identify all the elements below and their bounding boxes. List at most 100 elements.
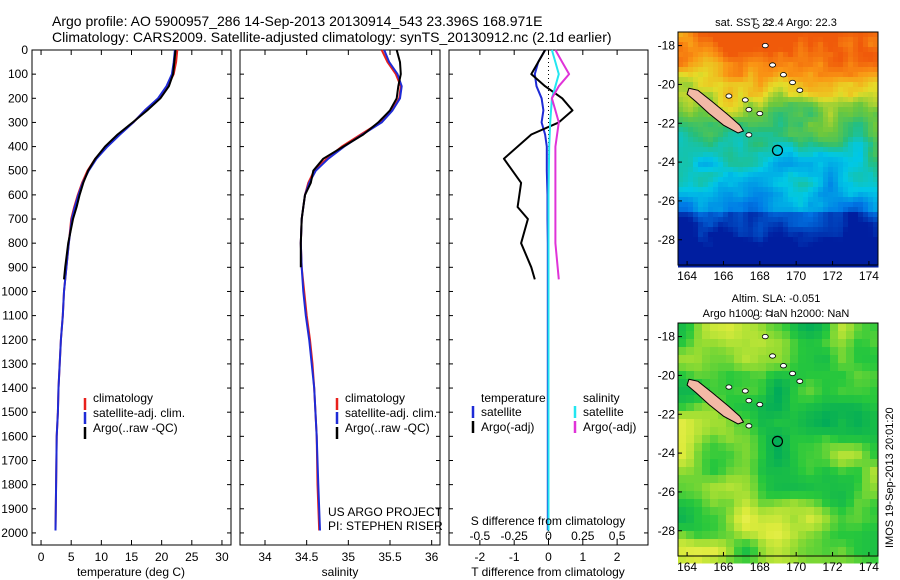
- map-cell: [788, 202, 794, 208]
- map-cell: [718, 72, 724, 78]
- map-cell: [768, 72, 774, 78]
- map-cell: [683, 247, 689, 253]
- map-cell: [873, 87, 879, 93]
- map-cell: [798, 207, 804, 213]
- map-cell: [702, 539, 711, 548]
- map-cell: [873, 97, 879, 103]
- map-cell: [846, 539, 855, 548]
- map-cell: [870, 403, 879, 412]
- map-cell: [738, 72, 744, 78]
- map-cell: [678, 87, 684, 93]
- map-cell: [728, 167, 734, 173]
- map-cell: [853, 237, 859, 243]
- map-cell: [843, 137, 849, 143]
- map-cell: [738, 62, 744, 68]
- map-cell: [870, 395, 879, 404]
- map-cell: [863, 132, 869, 138]
- map-cell: [693, 227, 699, 233]
- map-cell: [783, 117, 789, 123]
- map-cell: [843, 207, 849, 213]
- map-cell: [686, 355, 695, 364]
- map-cell: [773, 182, 779, 188]
- map-cell: [788, 217, 794, 223]
- x-tick-label: 35.5: [378, 550, 402, 564]
- map-cell: [838, 242, 844, 248]
- map-cell: [823, 187, 829, 193]
- map-cell: [853, 72, 859, 78]
- map-cell: [778, 67, 784, 73]
- map-cell: [743, 217, 749, 223]
- map-cell: [678, 491, 687, 500]
- map-cell: [742, 451, 751, 460]
- map-cell: [683, 142, 689, 148]
- map-cell: [790, 395, 799, 404]
- map-cell: [748, 112, 754, 118]
- map-cell: [718, 257, 724, 263]
- map-cell: [713, 32, 719, 38]
- map-cell: [694, 515, 703, 524]
- map-cell: [863, 212, 869, 218]
- map-cell: [742, 435, 751, 444]
- map-cell: [843, 232, 849, 238]
- map-cell: [868, 152, 874, 158]
- map-cell: [742, 547, 751, 556]
- map-cell: [828, 92, 834, 98]
- map-cell: [710, 347, 719, 356]
- map-cell: [733, 167, 739, 173]
- map-cell: [783, 77, 789, 83]
- map-cell: [828, 212, 834, 218]
- map-cell: [703, 47, 709, 53]
- map-cell: [774, 419, 783, 428]
- map-cell: [733, 32, 739, 38]
- map-cell: [863, 117, 869, 123]
- map-cell: [843, 222, 849, 228]
- map-cell: [790, 379, 799, 388]
- map-cell: [733, 192, 739, 198]
- map-cell: [853, 52, 859, 58]
- map-cell: [790, 331, 799, 340]
- map-cell: [703, 237, 709, 243]
- map-cell: [748, 197, 754, 203]
- map-cell: [686, 323, 695, 332]
- map-cell: [758, 37, 764, 43]
- legend-label-climatology: climatology: [93, 391, 153, 405]
- map-cell: [858, 97, 864, 103]
- map-cell: [818, 87, 824, 93]
- map-cell: [710, 323, 719, 332]
- map-cell: [768, 37, 774, 43]
- map-cell: [822, 339, 831, 348]
- map-cell: [793, 182, 799, 188]
- map-cell: [702, 499, 711, 508]
- map-cell: [813, 147, 819, 153]
- map-cell: [678, 483, 687, 492]
- map-cell: [808, 117, 814, 123]
- map-cell: [783, 142, 789, 148]
- map-cell: [738, 212, 744, 218]
- map-cell: [782, 539, 791, 548]
- map-cell: [733, 232, 739, 238]
- map-cell: [798, 515, 807, 524]
- map-cell: [870, 547, 879, 556]
- map-cell: [734, 363, 743, 372]
- map-cell: [678, 177, 684, 183]
- map-cell: [703, 152, 709, 158]
- map-cell: [703, 222, 709, 228]
- map-cell: [758, 217, 764, 223]
- map-cell: [743, 177, 749, 183]
- map-cell: [838, 192, 844, 198]
- map-cell: [743, 227, 749, 233]
- map-cell: [863, 112, 869, 118]
- map-cell: [778, 112, 784, 118]
- map-cell: [853, 82, 859, 88]
- map-cell: [718, 242, 724, 248]
- map-cell: [738, 92, 744, 98]
- map-cell: [828, 162, 834, 168]
- map-cell: [698, 202, 704, 208]
- map-cell: [688, 47, 694, 53]
- map-cell: [833, 62, 839, 68]
- map-cell: [808, 77, 814, 83]
- map-cell: [853, 32, 859, 38]
- map-cell: [870, 323, 879, 332]
- map-cell: [870, 387, 879, 396]
- series-line-4: [550, 49, 571, 280]
